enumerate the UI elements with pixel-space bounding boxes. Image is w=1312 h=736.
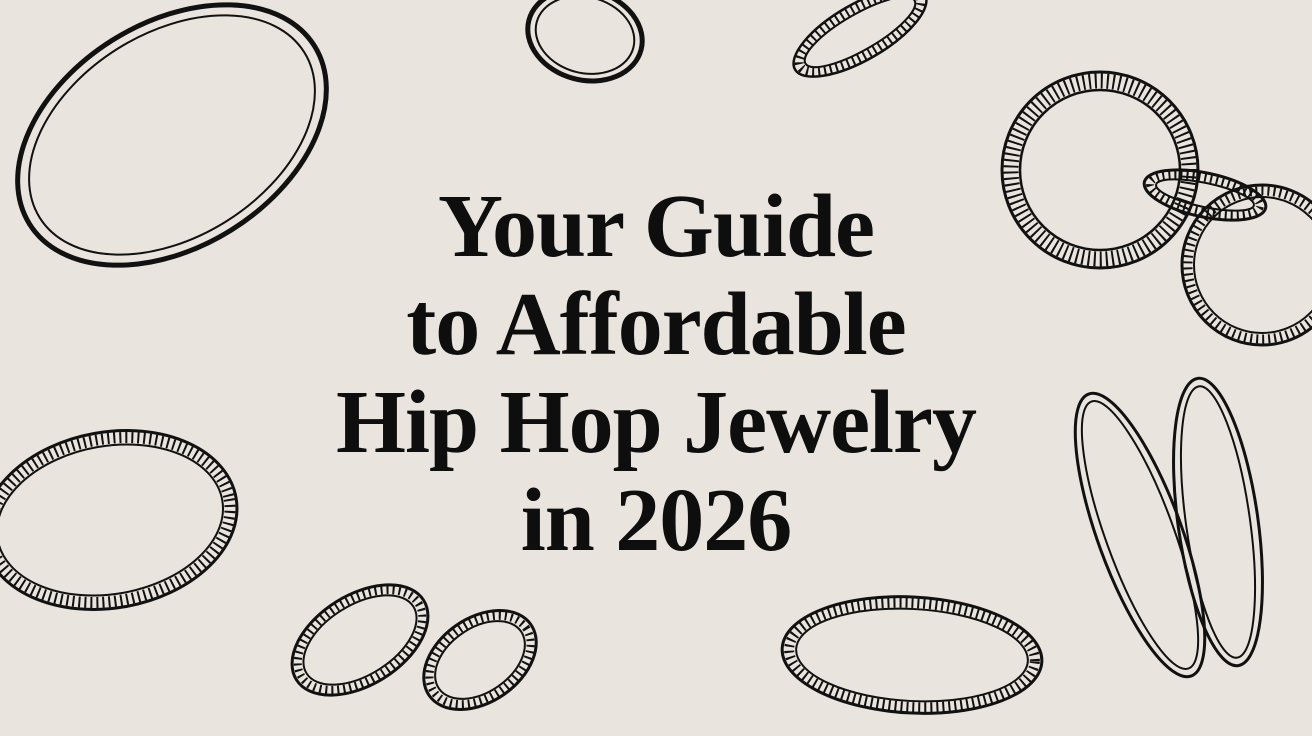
title-line: in 2026 <box>520 471 793 570</box>
ring-icon <box>422 609 538 711</box>
ring-icon <box>1172 376 1264 668</box>
ring-icon <box>1073 391 1207 679</box>
ring-icon <box>15 2 329 268</box>
ring-icon <box>290 583 430 697</box>
title-line: to Affordable <box>406 275 906 374</box>
ring-icon <box>780 595 1044 715</box>
ring-icon <box>792 0 928 78</box>
title-line: Hip Hop Jewelry <box>336 373 977 472</box>
ring-icon <box>525 0 645 84</box>
hero-title: Your Guide to Affordable Hip Hop Jewelry… <box>0 178 1312 570</box>
ring-icon <box>1180 183 1312 347</box>
title-line: Your Guide <box>438 177 875 276</box>
ring-icon <box>0 429 239 611</box>
